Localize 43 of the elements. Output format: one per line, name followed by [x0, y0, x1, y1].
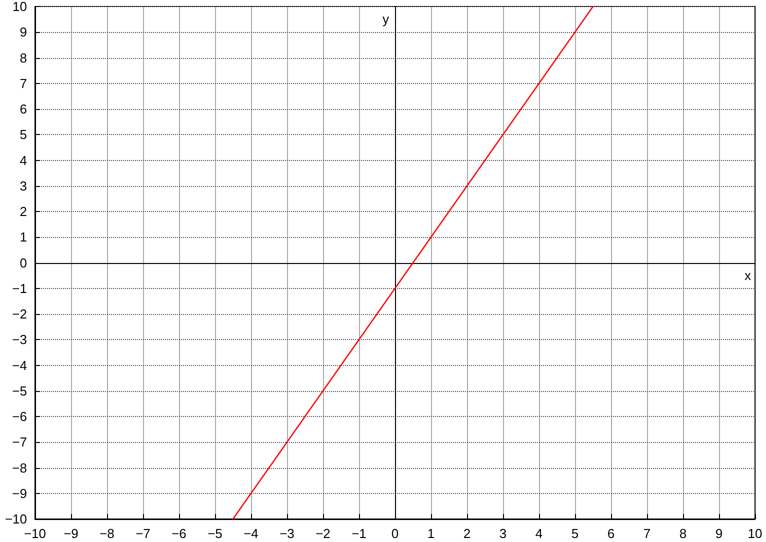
- x-tick-label: 3: [499, 526, 507, 541]
- y-tick-label: 8: [20, 50, 27, 66]
- y-tick-label: 3: [20, 178, 27, 194]
- x-tick-label: 2: [463, 526, 471, 541]
- x-tick-label: 6: [607, 526, 615, 541]
- y-tick-label: 6: [20, 102, 27, 116]
- y-tick-label: −10: [4, 512, 27, 526]
- y-tick-label: 1: [20, 230, 27, 245]
- x-tick-label: 10: [748, 526, 762, 541]
- x-tick-label: 1: [427, 526, 435, 541]
- x-tick-label: −9: [64, 526, 78, 541]
- y-axis-title: y: [382, 12, 390, 26]
- y-tick-label: 7: [20, 76, 27, 91]
- x-tick-label: −7: [136, 526, 150, 541]
- x-tick-label: 8: [679, 526, 687, 541]
- x-tick-label: 9: [715, 526, 723, 541]
- x-tick-label: 5: [571, 526, 579, 541]
- y-tick-label: 5: [20, 127, 27, 142]
- y-tick-label: −2: [12, 306, 27, 322]
- x-axis-title: x: [744, 268, 752, 283]
- y-tick-label: −7: [12, 434, 27, 450]
- x-tick-label: −6: [172, 526, 186, 541]
- x-tick-label: −4: [244, 526, 258, 541]
- x-tick-label: −3: [280, 526, 294, 541]
- y-tick-label: −6: [12, 409, 27, 424]
- y-tick-label: 2: [20, 204, 27, 219]
- y-tick-label: −5: [12, 383, 27, 398]
- x-tick-label: 4: [535, 526, 543, 541]
- y-tick-label: −8: [12, 460, 27, 476]
- y-tick-label: 9: [20, 24, 27, 40]
- y-tick-label: 10: [12, 0, 27, 14]
- x-tick-label: 7: [643, 526, 651, 541]
- y-tick-label: 0: [20, 255, 27, 270]
- x-tick-label: −5: [208, 526, 222, 541]
- x-tick-label: 0: [391, 526, 399, 541]
- y-tick-label: 4: [20, 152, 27, 168]
- x-tick-label: −2: [316, 526, 330, 541]
- y-tick-label: −1: [12, 280, 27, 296]
- x-tick-label: −8: [100, 526, 114, 541]
- y-tick-label: −3: [12, 332, 27, 348]
- x-tick-label: −1: [352, 526, 366, 541]
- y-tick-label: −9: [12, 486, 27, 501]
- y-tick-label: −4: [12, 358, 27, 373]
